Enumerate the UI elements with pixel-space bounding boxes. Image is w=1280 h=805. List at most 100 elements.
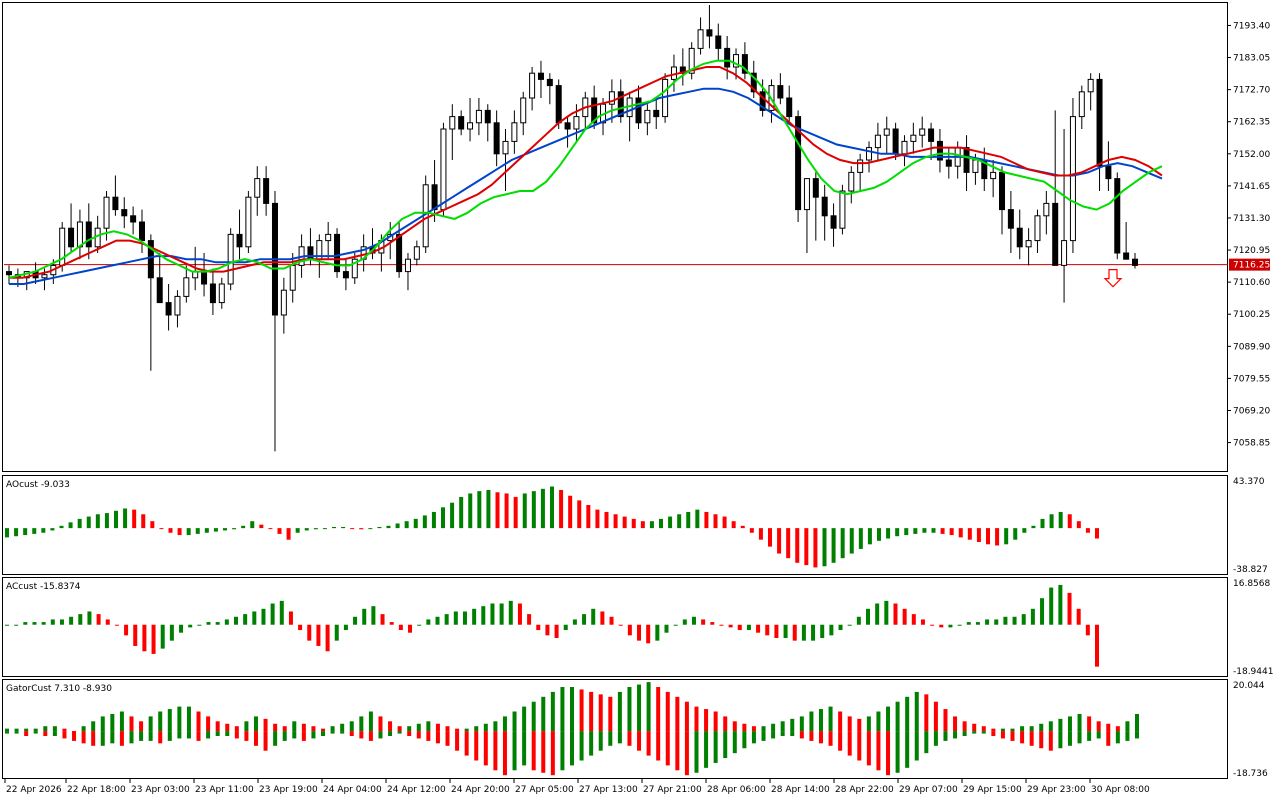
ao-histogram-bar xyxy=(804,528,809,566)
gator-lower-bar xyxy=(675,731,680,771)
ao-histogram-bar xyxy=(822,528,827,567)
gator-lower-bar xyxy=(962,731,967,737)
ao-histogram-bar xyxy=(949,528,954,536)
ao-histogram-bar xyxy=(886,528,891,539)
gator-upper-bar xyxy=(397,726,402,732)
ac-panel-frame[interactable] xyxy=(2,577,1228,677)
bullish-candle xyxy=(227,233,234,285)
ac-histogram-bar xyxy=(316,624,321,646)
gator-upper-bar xyxy=(723,716,728,732)
gator-panel-frame[interactable] xyxy=(2,679,1228,779)
ao-histogram-bar xyxy=(986,528,990,545)
gator-lower-bar xyxy=(914,731,919,761)
ac-histogram-bar xyxy=(444,614,449,625)
ao-histogram-bar xyxy=(677,514,682,529)
ac-histogram-bar xyxy=(756,624,761,633)
gator-upper-bar xyxy=(1029,726,1034,732)
gator-upper-bar xyxy=(933,701,938,732)
gator-lower-bar xyxy=(186,731,191,739)
gator-lower-bar xyxy=(119,731,124,746)
ac-histogram-bar xyxy=(582,614,587,625)
gator-lower-bar xyxy=(215,731,220,737)
gator-lower-bar xyxy=(972,731,977,734)
gator-lower-bar xyxy=(72,731,77,741)
bullish-candle xyxy=(404,258,411,273)
gator-lower-bar xyxy=(474,731,479,761)
price-y-tick-label: 7069.20 xyxy=(1233,406,1270,416)
bearish-candle xyxy=(1132,258,1138,266)
gator-lower-bar xyxy=(1125,731,1130,741)
ac-panel-label: ACcust -15.8374 xyxy=(6,582,81,592)
ao-panel-frame[interactable] xyxy=(2,475,1228,575)
gator-lower-bar xyxy=(455,731,460,751)
ao-histogram-bar xyxy=(740,525,745,529)
ao-histogram-bar xyxy=(486,489,491,529)
gator-lower-bar xyxy=(196,731,201,741)
ac-histogram-bar xyxy=(233,616,238,625)
gator-upper-bar xyxy=(1077,713,1082,732)
x-tick-label: 24 Apr 04:00 xyxy=(323,785,382,795)
gator-upper-bar xyxy=(129,716,134,732)
ao-histogram-bar xyxy=(967,528,972,540)
gator-lower-bar xyxy=(100,731,105,746)
gator-upper-bar xyxy=(972,723,977,732)
x-tick-label: 27 Apr 13:00 xyxy=(579,785,638,795)
gator-upper-bar xyxy=(1067,716,1072,732)
bullish-candle xyxy=(529,72,536,99)
bullish-candle xyxy=(803,178,810,211)
ao-histogram-bar xyxy=(904,528,909,536)
gator-upper-bar xyxy=(464,728,469,732)
ao-histogram-bar xyxy=(867,528,872,545)
bearish-candle xyxy=(112,196,119,211)
gator-lower-bar xyxy=(1000,731,1005,739)
bearish-candle xyxy=(936,140,943,161)
bullish-candle xyxy=(644,109,651,124)
gator-ymax-label: 20.044 xyxy=(1233,681,1265,691)
gator-upper-bar xyxy=(196,711,201,732)
ao-histogram-bar xyxy=(631,518,636,529)
ac-histogram-bar xyxy=(1067,592,1072,625)
gator-upper-bar xyxy=(1000,728,1005,732)
ao-histogram-bar xyxy=(895,528,900,537)
ao-histogram-bar xyxy=(722,516,727,529)
gator-upper-bar xyxy=(1010,728,1015,732)
bullish-candle xyxy=(697,29,704,49)
gator-upper-bar xyxy=(771,723,776,732)
ac-histogram-bar xyxy=(334,624,339,641)
ao-histogram-bar xyxy=(713,514,718,529)
ac-histogram-bar xyxy=(866,608,871,625)
ac-histogram-bar xyxy=(279,600,284,625)
gator-upper-bar xyxy=(253,716,258,732)
gator-lower-bar xyxy=(148,731,153,741)
gator-lower-bar xyxy=(349,731,354,737)
ac-histogram-bar xyxy=(774,624,779,638)
ac-histogram-bar xyxy=(87,611,92,625)
ac-histogram-bar xyxy=(829,624,834,636)
gator-upper-bar xyxy=(426,721,431,732)
price-y-tick-label: 7131.30 xyxy=(1233,214,1270,224)
gator-upper-bar xyxy=(866,716,871,732)
gator-upper-bar xyxy=(665,691,670,732)
bullish-candle xyxy=(874,134,881,149)
bearish-candle xyxy=(201,271,208,285)
ac-histogram-bar xyxy=(206,622,211,625)
ao-histogram-bar xyxy=(268,528,273,530)
ao-histogram-bar xyxy=(840,528,845,559)
gator-upper-bar xyxy=(617,691,622,732)
gator-upper-bar xyxy=(359,716,364,732)
gator-upper-bar xyxy=(1048,721,1053,732)
gator-upper-bar xyxy=(139,721,144,732)
gator-lower-bar xyxy=(435,731,440,744)
ac-histogram-bar xyxy=(508,600,513,625)
gator-lower-bar xyxy=(933,731,938,746)
ac-histogram-bar xyxy=(902,608,907,625)
ac-histogram-bar xyxy=(408,624,413,633)
ao-histogram-bar xyxy=(322,528,327,530)
price-panel-frame[interactable] xyxy=(2,2,1228,472)
ao-panel-label: AOcust -9.033 xyxy=(6,480,70,490)
ao-histogram-bar xyxy=(159,528,164,530)
bullish-candle xyxy=(866,147,873,161)
gator-upper-bar xyxy=(388,721,393,732)
